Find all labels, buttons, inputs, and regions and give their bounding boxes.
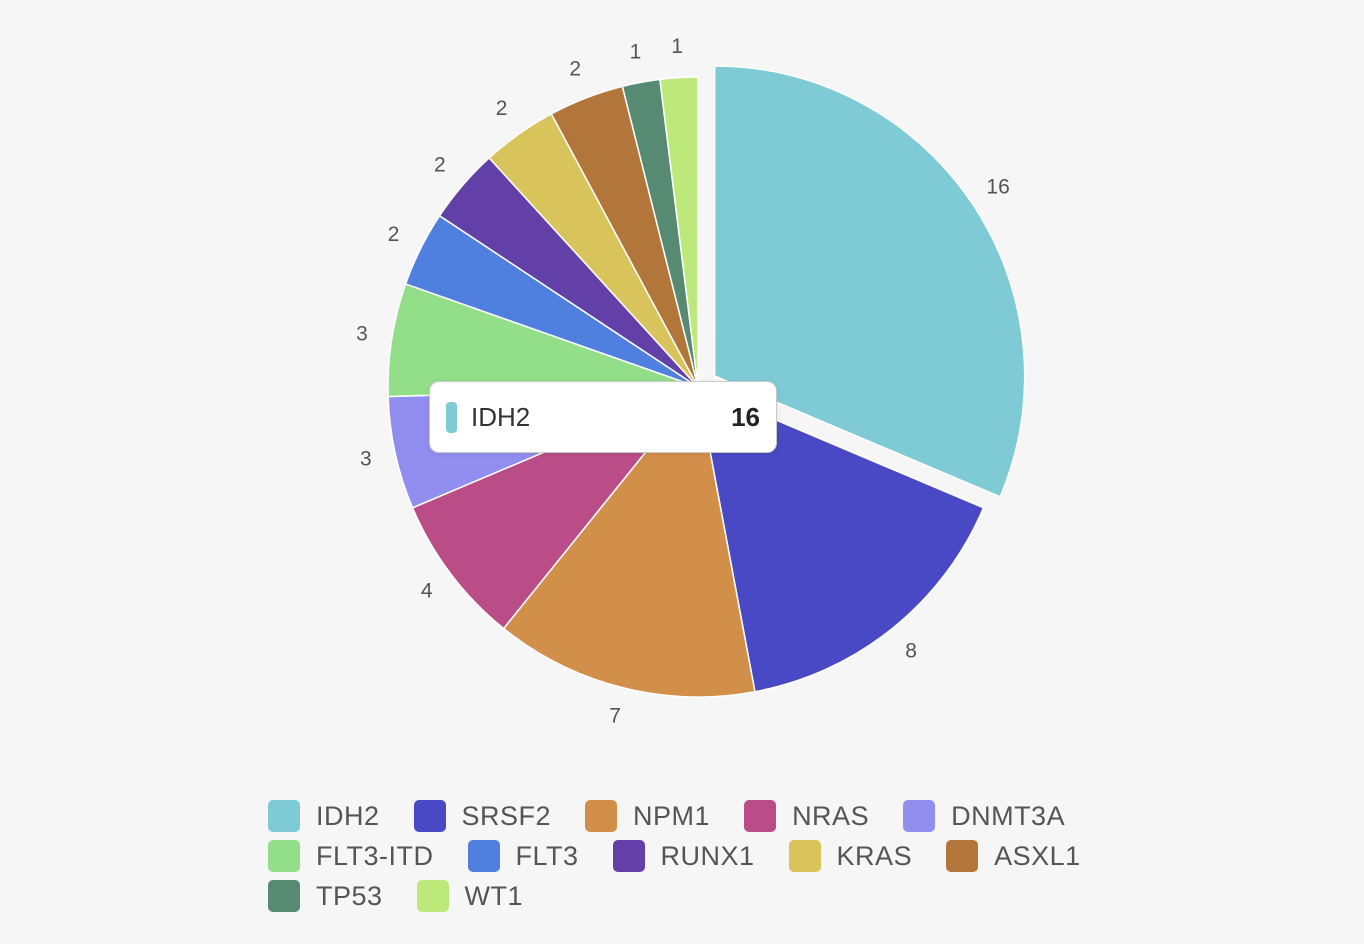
legend-swatch [585,800,618,832]
legend-swatch [612,840,645,872]
legend-label: WT1 [464,880,524,911]
legend-row: FLT3-ITD FLT3 RUNX1 KRAS ASXL1 [268,836,1108,876]
legend-swatch [946,840,979,872]
pie-slice-npm1[interactable] [502,385,756,698]
legend-label: FLT3 [515,840,579,871]
data-labels-group: 16 8 7 4 3 3 2 2 2 2 1 1 [356,35,1010,727]
legend-swatch [788,840,821,872]
legend-item-tp53[interactable]: TP53 [268,880,383,912]
legend-swatch [416,880,449,912]
legend-row: IDH2 SRSF2 NPM1 NRAS DNMT3A [268,796,1108,836]
legend-label: DNMT3A [951,800,1066,831]
pie-slice-srsf2[interactable] [697,385,985,693]
legend-item-wt1[interactable]: WT1 [416,880,524,912]
legend-swatch [903,800,936,832]
data-label-dnmt3a: 3 [360,447,372,470]
legend-label: ASXL1 [994,840,1081,871]
legend-item-kras[interactable]: KRAS [788,840,913,872]
slices-group [387,65,1026,698]
legend-label: IDH2 [316,800,380,831]
data-label-flt3-itd: 3 [356,322,368,345]
legend-label: TP53 [316,880,383,911]
legend-swatch [467,840,500,872]
data-label-kras: 2 [496,97,508,120]
legend-label: FLT3-ITD [316,840,434,871]
legend-item-flt3-itd[interactable]: FLT3-ITD [268,840,434,872]
data-label-srsf2: 8 [905,639,917,662]
legend-swatch [268,880,300,912]
data-label-flt3: 2 [388,223,400,246]
legend-label: KRAS [836,840,913,871]
data-label-npm1: 7 [609,704,621,727]
legend-item-asxl1[interactable]: ASXL1 [946,840,1081,872]
data-label-wt1: 1 [671,35,683,58]
legend-item-runx1[interactable]: RUNX1 [612,840,755,872]
pie-slice-idh2[interactable] [713,65,1026,498]
tooltip-swatch [446,401,457,433]
legend-item-flt3[interactable]: FLT3 [467,840,579,872]
legend-item-nras[interactable]: NRAS [744,800,869,832]
legend-label: SRSF2 [461,800,552,831]
legend-item-srsf2[interactable]: SRSF2 [413,800,552,832]
data-label-idh2: 16 [986,176,1009,199]
legend-label: NPM1 [633,800,711,831]
tooltip-value: 16 [731,401,760,432]
data-label-asxl1: 2 [569,58,581,81]
legend-swatch [744,800,777,832]
legend-item-npm1[interactable]: NPM1 [585,800,710,832]
legend-label: RUNX1 [660,840,755,871]
legend-swatch [268,800,300,832]
legend-item-dnmt3a[interactable]: DNMT3A [903,800,1065,832]
data-label-runx1: 2 [434,153,446,176]
data-label-tp53: 1 [630,40,642,63]
legend-item-idh2[interactable]: IDH2 [268,800,380,832]
legend-label: NRAS [792,800,870,831]
legend: IDH2 SRSF2 NPM1 NRAS DNMT3A FLT3-ITD FLT3 RUNX1… [268,796,1108,916]
legend-swatch [268,840,300,872]
data-label-nras: 4 [421,579,433,602]
tooltip: IDH2 16 [429,381,777,453]
pie-slice-wt1[interactable] [659,76,699,388]
tooltip-name: IDH2 [471,401,531,432]
legend-swatch [413,800,446,832]
legend-row: TP53 WT1 [268,876,1108,916]
